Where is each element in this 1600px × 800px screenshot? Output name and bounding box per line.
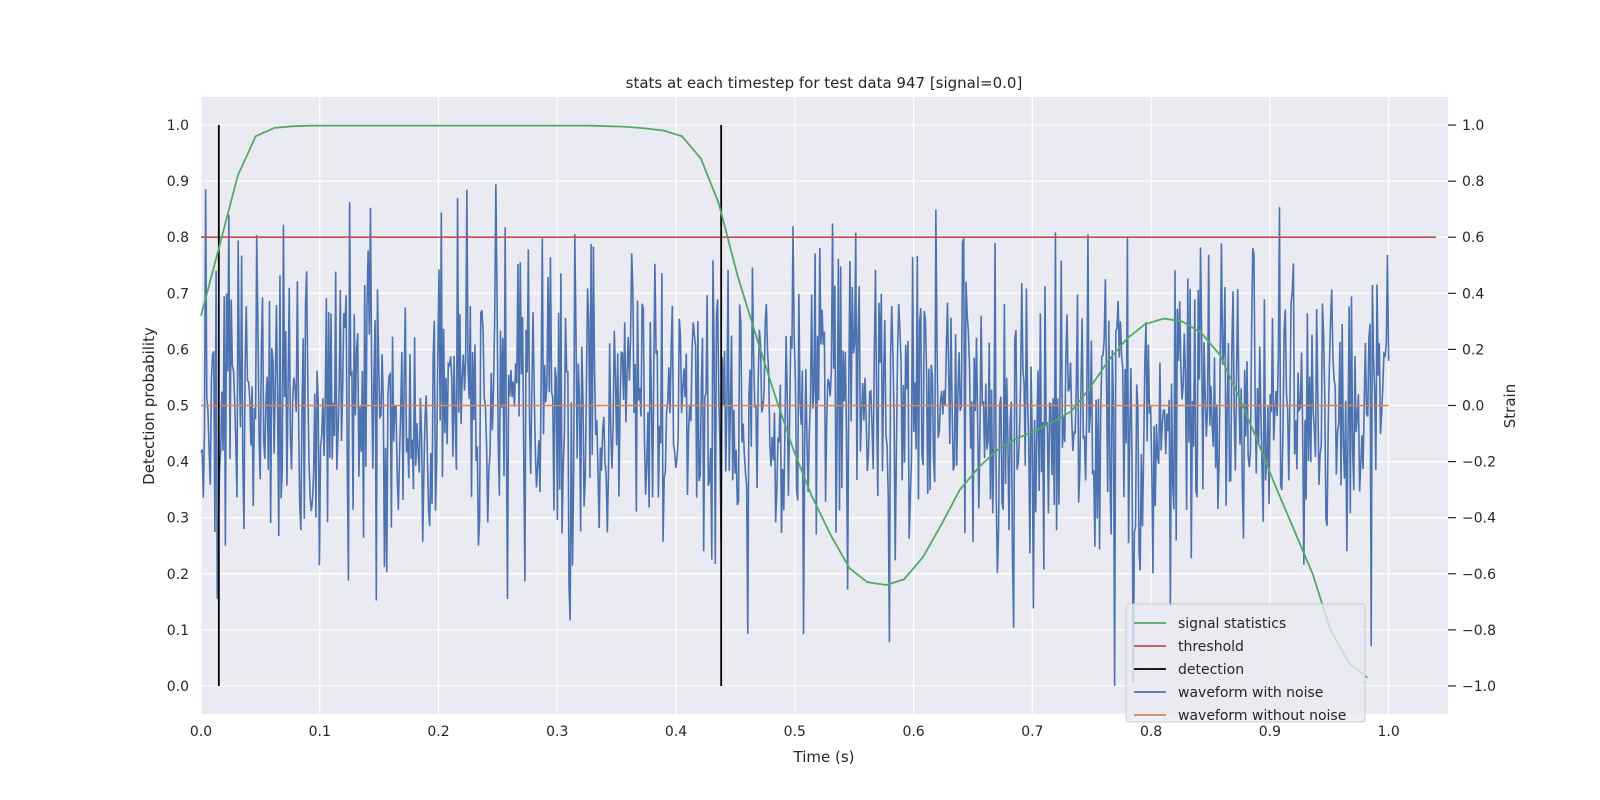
y-right-tick-label: 0.0 (1462, 399, 1484, 415)
y-tick-label: 0.2 (167, 567, 189, 583)
chart-title: stats at each timestep for test data 947… (626, 74, 1023, 92)
y-tick-label: 0.5 (167, 399, 189, 415)
left-axis-ticks: 0.0 0.1 0.2 0.3 0.4 0.5 0.6 0.7 0.8 0.9 1.0 (167, 118, 189, 695)
y-right-tick-label: −0.2 (1462, 455, 1496, 471)
legend: signal statistics threshold detection wavef… (1125, 603, 1366, 724)
y-tick-label: 0.7 (167, 286, 189, 302)
legend-label: signal statistics (1178, 616, 1286, 632)
x-tick-label: 0.8 (1140, 724, 1162, 740)
legend-label: detection (1178, 662, 1244, 678)
y-right-tick-label: 0.8 (1462, 174, 1484, 190)
x-tick-label: 0.5 (784, 724, 806, 740)
x-axis-label: Time (s) (793, 748, 855, 766)
y-tick-label: 0.1 (167, 623, 189, 639)
x-tick-label: 0.6 (902, 724, 924, 740)
legend-label: waveform without noise (1178, 708, 1346, 724)
y-tick-label: 0.4 (167, 455, 189, 471)
y-tick-label: 0.0 (167, 679, 189, 695)
y-right-tick-label: −0.4 (1462, 511, 1496, 527)
y-right-tick-label: −1.0 (1462, 679, 1496, 695)
y-tick-label: 0.6 (167, 342, 189, 358)
y-axis-label: Detection probability (140, 327, 158, 485)
x-tick-label: 0.1 (309, 724, 331, 740)
y-right-tick-label: 0.6 (1462, 230, 1484, 246)
waveform-with-noise-line (200, 184, 1390, 686)
y-right-tick-label: 1.0 (1462, 118, 1484, 134)
x-tick-label: 0.3 (546, 724, 568, 740)
signal-statistics-line (200, 124, 1368, 679)
x-tick-label: 0.2 (427, 724, 449, 740)
y-tick-label: 0.3 (167, 511, 189, 527)
series-layer (200, 124, 1437, 686)
x-tick-label: 0.0 (190, 724, 212, 740)
y-tick-label: 1.0 (167, 118, 189, 134)
x-tick-label: 0.4 (665, 724, 687, 740)
y-tick-label: 0.8 (167, 230, 189, 246)
legend-box (1125, 603, 1366, 723)
y-right-tick-label: −0.6 (1462, 567, 1496, 583)
x-tick-label: 0.9 (1259, 724, 1281, 740)
y-right-tick-label: −0.8 (1462, 623, 1496, 639)
y-right-tick-label: 0.4 (1462, 286, 1484, 302)
legend-label: threshold (1178, 639, 1244, 655)
x-tick-label: 0.7 (1021, 724, 1043, 740)
bottom-axis-ticks: 0.0 0.1 0.2 0.3 0.4 0.5 0.6 0.7 0.8 0.9 1.0 (190, 724, 1400, 740)
x-tick-label: 1.0 (1377, 724, 1399, 740)
y-right-axis-label: Strain (1501, 384, 1519, 428)
right-axis-ticks: −1.0 −0.8 −0.6 −0.4 −0.2 0.0 0.2 0.4 0.6 0.8 1.0 (1448, 118, 1496, 695)
legend-label: waveform with noise (1178, 685, 1323, 701)
y-right-tick-label: 0.2 (1462, 342, 1484, 358)
y-tick-label: 0.9 (167, 174, 189, 190)
